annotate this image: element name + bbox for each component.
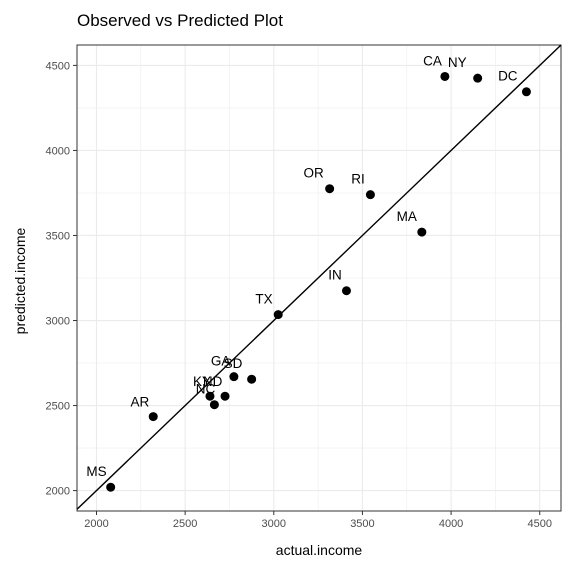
data-point-nc (209, 400, 219, 410)
y-axis-title: predicted.income (12, 227, 28, 334)
point-label-ny: NY (448, 55, 467, 70)
data-point-tx (273, 310, 283, 320)
y-axis-ticks: 2000 2500 3000 3500 4000 4500 (46, 60, 77, 498)
x-tick-label: 4500 (527, 518, 551, 530)
point-label-ri: RI (351, 172, 365, 187)
point-label-tx: TX (255, 292, 272, 307)
point-label-or: OR (304, 166, 325, 181)
y-tick-label: 4500 (46, 60, 70, 72)
x-tick-label: 4000 (439, 518, 463, 530)
chart-title: Observed vs Predicted Plot (77, 11, 283, 30)
y-tick-label: 3500 (46, 230, 70, 242)
y-tick-label: 2500 (46, 401, 70, 413)
x-axis-title: actual.income (276, 542, 363, 558)
point-label-ca: CA (423, 53, 442, 68)
data-point-nd (220, 391, 230, 401)
x-tick-label: 3500 (350, 518, 374, 530)
grid (77, 45, 561, 511)
data-point-dc (521, 87, 531, 97)
data-point-ma (417, 227, 427, 237)
data-point-ca (440, 71, 450, 81)
data-point-or (325, 184, 335, 194)
point-label-ma: MA (397, 209, 417, 224)
y-tick-label: 2000 (46, 486, 70, 498)
data-point-ky (205, 391, 215, 401)
x-axis-ticks: 2000 2500 3000 3500 4000 4500 (84, 511, 552, 530)
data-point-ar (148, 412, 158, 422)
point-label-sd: SD (224, 356, 243, 371)
data-point-ri (365, 190, 375, 200)
point-label-ky: KY (193, 374, 211, 389)
y-tick-label: 3000 (46, 316, 70, 328)
point-label-dc: DC (498, 69, 518, 84)
data-point-ms (106, 482, 116, 492)
point-label-nd: ND (203, 374, 223, 389)
y-tick-label: 4000 (46, 145, 70, 157)
point-label-ga: GA (211, 354, 231, 369)
panel-border (76, 44, 562, 512)
point-label-in: IN (328, 268, 342, 283)
x-tick-label: 2000 (84, 518, 108, 530)
reference-line (76, 44, 562, 510)
x-tick-label: 2500 (173, 518, 197, 530)
data-point-in (341, 286, 351, 296)
point-label-ms: MS (86, 464, 106, 479)
x-tick-label: 3000 (262, 518, 286, 530)
data-point-sd (247, 374, 257, 384)
point-label-ar: AR (131, 394, 150, 409)
data-point-ga (229, 372, 239, 382)
data-point-ny (473, 73, 483, 83)
